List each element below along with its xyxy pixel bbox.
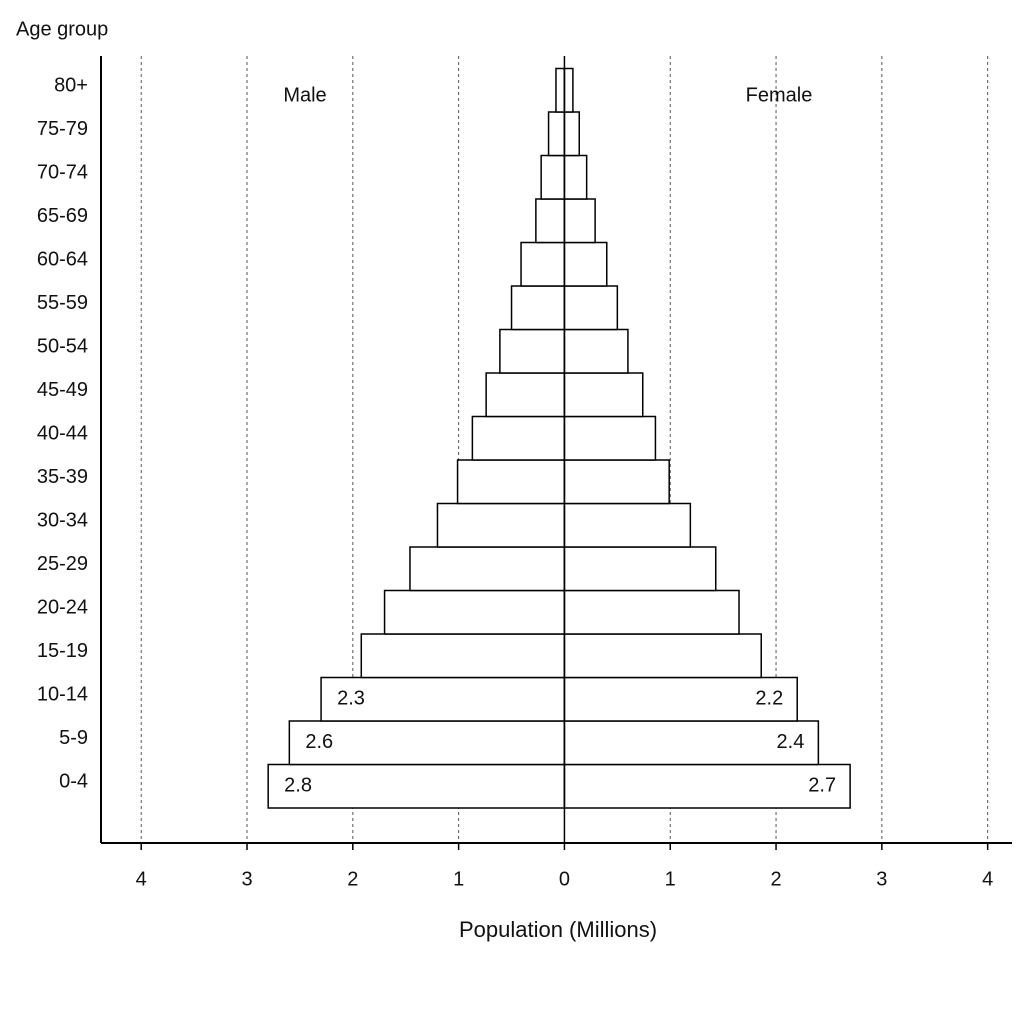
- x-tick-label: 0: [559, 868, 570, 890]
- y-tick-label: 5-9: [59, 727, 88, 749]
- bar: [563, 763, 851, 809]
- y-tick-label: 70-74: [37, 162, 88, 184]
- value-label: 2.4: [777, 731, 805, 753]
- bar: [555, 67, 566, 113]
- bar: [563, 589, 740, 635]
- bar: [563, 372, 644, 418]
- legend-label: Female: [746, 84, 813, 106]
- value-label: 2.6: [305, 731, 333, 753]
- y-tick-label: 20-24: [37, 597, 88, 619]
- y-tick-label: 60-64: [37, 249, 88, 271]
- bar: [535, 198, 566, 244]
- y-tick-label: 15-19: [37, 640, 88, 662]
- bar: [267, 763, 566, 809]
- bar: [520, 241, 566, 287]
- value-label: 2.2: [755, 688, 783, 710]
- bar: [563, 459, 670, 505]
- bar: [540, 154, 566, 200]
- bar: [547, 111, 566, 157]
- bar: [563, 328, 629, 374]
- value-label: 2.8: [284, 775, 312, 797]
- bar: [485, 372, 566, 418]
- x-axis-label: Population (Millions): [459, 917, 657, 942]
- bar: [563, 198, 596, 244]
- bar: [563, 67, 574, 113]
- bar: [499, 328, 566, 374]
- x-tick-label: 4: [982, 868, 993, 890]
- y-tick-label: 40-44: [37, 423, 88, 445]
- bar: [563, 415, 657, 461]
- bar: [563, 676, 798, 722]
- bar: [409, 546, 566, 592]
- bar: [563, 111, 580, 157]
- x-tick-label: 3: [241, 868, 252, 890]
- bar: [436, 502, 566, 548]
- legend-label: Male: [283, 84, 326, 106]
- y-tick-label: 0-4: [59, 771, 88, 793]
- bar: [456, 459, 566, 505]
- y-tick-label: 45-49: [37, 379, 88, 401]
- bar: [383, 589, 566, 635]
- bar: [563, 154, 588, 200]
- y-tick-label: 35-39: [37, 466, 88, 488]
- bar: [320, 676, 566, 722]
- y-tick-label: 50-54: [37, 336, 88, 358]
- x-tick-label: 2: [347, 868, 358, 890]
- bar: [563, 633, 762, 679]
- bar: [563, 285, 619, 331]
- x-tick-label: 4: [136, 868, 147, 890]
- value-label: 2.7: [808, 775, 836, 797]
- bar: [360, 633, 566, 679]
- bar: [563, 241, 608, 287]
- y-tick-label: 55-59: [37, 292, 88, 314]
- y-tick-label: 75-79: [37, 118, 88, 140]
- y-tick-label: 80+: [54, 75, 88, 97]
- bar: [563, 502, 692, 548]
- y-tick-label: 10-14: [37, 684, 88, 706]
- bar: [563, 546, 717, 592]
- y-axis-label: Age group: [16, 18, 108, 40]
- x-tick-label: 3: [876, 868, 887, 890]
- y-tick-label: 65-69: [37, 205, 88, 227]
- bar: [471, 415, 566, 461]
- x-tick-label: 1: [453, 868, 464, 890]
- x-tick-label: 1: [665, 868, 676, 890]
- x-tick-label: 2: [770, 868, 781, 890]
- bar: [510, 285, 566, 331]
- y-tick-label: 25-29: [37, 553, 88, 575]
- value-label: 2.3: [337, 688, 365, 710]
- y-tick-label: 30-34: [37, 510, 88, 532]
